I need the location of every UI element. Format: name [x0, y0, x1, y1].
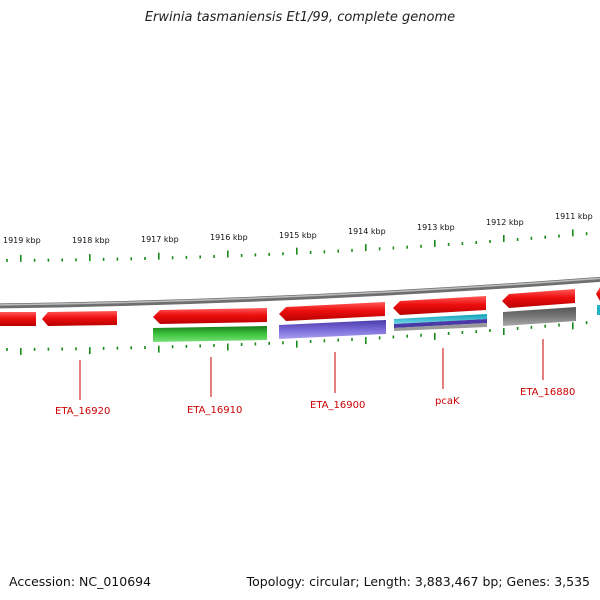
scale-label: 1911 kbp [555, 212, 593, 221]
feature-cyan[interactable] [597, 305, 600, 315]
scale-label: 1915 kbp [279, 231, 317, 240]
gene-arrow[interactable] [153, 308, 267, 324]
gene-arrow[interactable] [393, 296, 486, 315]
scale-label: 1912 kbp [486, 218, 524, 227]
scale-label: 1918 kbp [72, 236, 110, 245]
map-title: Erwinia tasmaniensis Et1/99, complete ge… [144, 10, 456, 25]
scale-label: 1913 kbp [417, 223, 455, 232]
scale-label: 1917 kbp [141, 235, 179, 244]
feature-gray[interactable] [394, 323, 487, 331]
scale-ticks-top [6, 229, 588, 262]
scale-label: 1919 kbp [3, 236, 41, 245]
feature-purple[interactable] [394, 319, 487, 328]
gene-arrow[interactable] [279, 302, 385, 321]
genome-summary: Topology: circular; Length: 3,883,467 bp… [246, 574, 590, 589]
forward-genes [0, 287, 600, 326]
feature-tracks [153, 305, 600, 342]
gene-label[interactable]: ETA_16900 [310, 400, 365, 411]
feature-purple[interactable] [279, 320, 386, 339]
gene-label[interactable]: ETA_16880 [520, 387, 575, 398]
gene-label[interactable]: pcaK [435, 396, 460, 407]
gene-arrow[interactable] [42, 311, 117, 326]
scale-labels: 1919 kbp 1918 kbp 1917 kbp 1916 kbp 1915… [3, 212, 593, 245]
accession-text: Accession: NC_010694 [9, 574, 152, 589]
scale-label: 1914 kbp [348, 227, 386, 236]
feature-gray[interactable] [503, 307, 576, 326]
gene-arrow[interactable] [0, 312, 36, 326]
feature-green[interactable] [153, 326, 267, 342]
gene-arrow[interactable] [502, 289, 575, 308]
scale-label: 1916 kbp [210, 233, 248, 242]
feature-cyan[interactable] [394, 314, 487, 324]
gene-label[interactable]: ETA_16910 [187, 405, 242, 416]
gene-label[interactable]: ETA_16920 [55, 406, 110, 417]
genome-backbone [0, 276, 600, 309]
scale-ticks-bottom [6, 321, 588, 355]
gene-arrow[interactable] [596, 287, 600, 301]
gene-labels: ETA_16920 ETA_16910 ETA_16900 pcaK ETA_1… [55, 339, 575, 417]
